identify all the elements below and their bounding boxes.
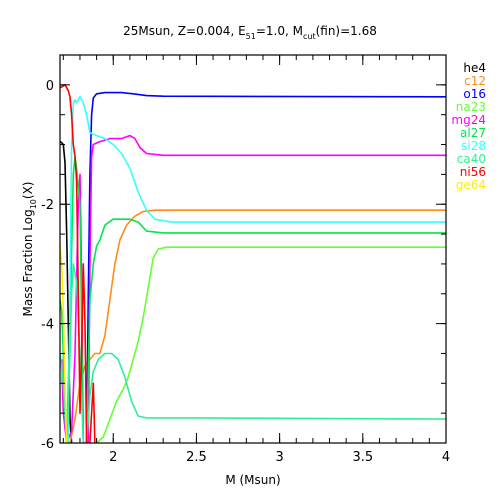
legend-entry-he4: he4 xyxy=(463,61,486,75)
series-line-ge64 xyxy=(60,245,68,443)
legend-entry-na23: na23 xyxy=(456,100,486,114)
x-axis-label: M (Msun) xyxy=(225,473,280,487)
legend-entry-c12: c12 xyxy=(464,74,486,88)
y-tick-label: -6 xyxy=(41,437,54,452)
x-tick-label: 2.5 xyxy=(186,450,207,465)
x-tick-label: 4 xyxy=(442,450,450,465)
legend-entry-mg24: mg24 xyxy=(451,113,486,127)
y-tick-label: -2 xyxy=(41,198,54,213)
legend-entry-si28: si28 xyxy=(461,139,486,153)
legend-entry-ca40: ca40 xyxy=(457,152,486,166)
legend-entry-o16: o16 xyxy=(463,87,486,101)
tick-layer: 2 2.5 3 3.5 4 0 -2 -4 -6 xyxy=(41,54,450,465)
legend-entry-al27: al27 xyxy=(460,126,486,140)
series-line-na23 xyxy=(96,246,446,443)
y-tick-label: -4 xyxy=(41,318,54,333)
series-line-o16 xyxy=(85,91,446,443)
x-tick-label: 3 xyxy=(275,450,283,465)
x-tick-label: 2 xyxy=(109,450,117,465)
series-line-al27 xyxy=(60,155,446,443)
series-layer xyxy=(60,84,446,443)
y-tick-label: 0 xyxy=(46,79,54,94)
series-line-ca40 xyxy=(60,263,446,443)
series-line-si28 xyxy=(67,96,446,443)
series-line-mg24 xyxy=(60,134,446,443)
legend-entry-ge64: ge64 xyxy=(456,178,486,192)
series-line-c12 xyxy=(69,209,446,443)
legend-entry-ni56: ni56 xyxy=(460,165,486,179)
series-line-he4 xyxy=(60,140,73,443)
plot-frame xyxy=(59,54,447,444)
x-tick-label: 3.5 xyxy=(352,450,373,465)
y-axis-label: Mass Fraction Log10(X) xyxy=(21,182,38,317)
series-line-ni56 xyxy=(60,84,96,443)
chart-title: 25Msun, Z=0.004, E51=1.0, Mcut(fin)=1.68 xyxy=(123,24,377,41)
